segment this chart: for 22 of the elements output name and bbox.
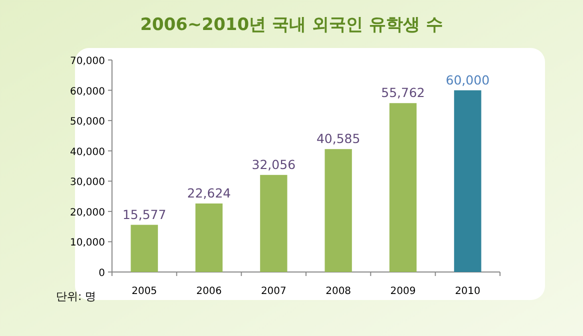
y-tick-label: 20,000: [70, 207, 105, 218]
y-tick-label: 30,000: [70, 177, 105, 188]
data-label: 60,000: [446, 72, 490, 88]
y-tick-label: 10,000: [70, 238, 105, 249]
y-tick-label: 60,000: [70, 86, 105, 98]
y-tick-label: 50,000: [70, 116, 105, 128]
y-tick-label: 70,000: [70, 56, 105, 67]
x-tick-label: 2008: [326, 286, 352, 297]
x-tick-label: 2009: [390, 286, 416, 297]
x-tick-label: 2005: [132, 286, 158, 297]
y-tick-label: 40,000: [70, 146, 105, 158]
y-tick-label: 0: [98, 268, 105, 279]
data-label: 55,762: [381, 85, 425, 100]
data-label: 32,056: [252, 156, 296, 172]
x-tick-label: 2007: [260, 286, 286, 297]
x-tick-label: 2006: [196, 286, 222, 297]
x-tick-label: 2010: [454, 286, 480, 297]
text: 단위: 명: [56, 290, 96, 303]
data-label: 40,585: [316, 131, 360, 146]
data-label: 22,624: [187, 185, 231, 200]
data-label: 15,577: [122, 206, 166, 222]
title: 2006~2010년 국내 외국인 유학생 수: [140, 15, 443, 35]
